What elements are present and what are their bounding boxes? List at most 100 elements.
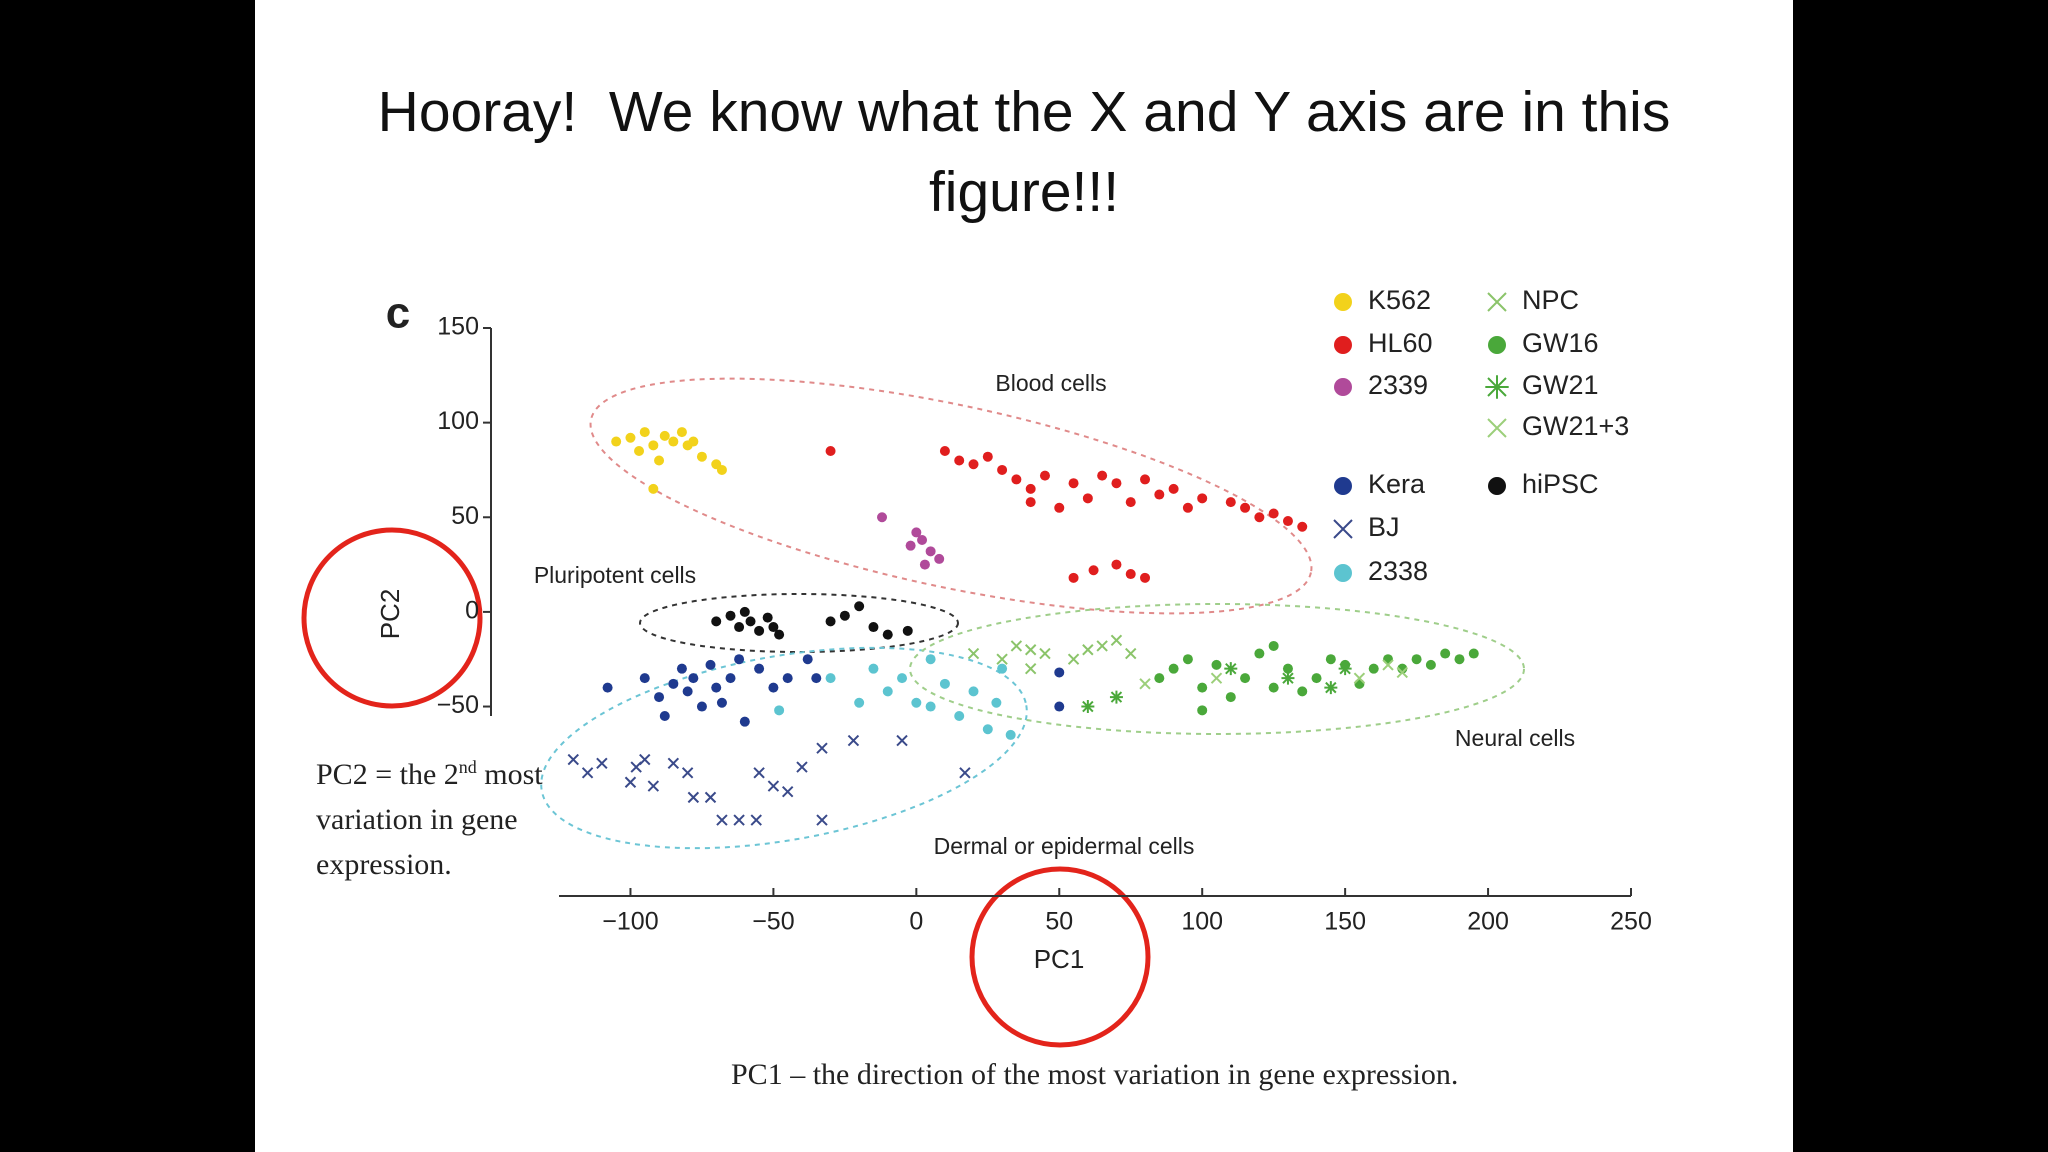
data-point: [1240, 502, 1251, 513]
data-point: [739, 716, 750, 727]
data-point: [648, 440, 659, 451]
data-point: [868, 663, 879, 674]
data-point: [1039, 647, 1051, 660]
data-point: [688, 673, 699, 684]
x-tick-label: 250: [1610, 908, 1652, 936]
x-tick-label: 100: [1181, 908, 1223, 936]
data-point: [905, 540, 916, 551]
legend-marker: [1488, 336, 1506, 354]
data-point: [1311, 673, 1322, 684]
data-point: [639, 753, 651, 766]
data-point: [1005, 729, 1016, 740]
data-point: [1425, 659, 1436, 670]
data-point: [596, 757, 608, 770]
slide: [255, 0, 1793, 1152]
data-point: [774, 629, 785, 640]
annotation: Pluripotent cells: [534, 562, 696, 588]
data-point: [668, 436, 679, 447]
data-point: [754, 625, 765, 636]
data-point: [1268, 508, 1279, 519]
data-point: [1197, 493, 1208, 504]
data-point: [696, 701, 707, 712]
data-point: [902, 625, 913, 636]
data-point: [982, 451, 993, 462]
data-point: [1197, 682, 1208, 693]
data-point: [1197, 705, 1208, 716]
data-point: [1097, 470, 1108, 481]
data-point: [634, 446, 645, 457]
data-point: [825, 616, 836, 627]
data-point: [1168, 483, 1179, 494]
data-point: [1254, 512, 1265, 523]
data-point: [625, 432, 636, 443]
y-tick-label: 150: [437, 313, 479, 341]
data-point: [1111, 559, 1122, 570]
data-point: [1268, 640, 1279, 651]
data-point: [967, 647, 980, 660]
data-point: [1010, 640, 1023, 652]
dermal-ellipse: [540, 646, 1028, 850]
data-point: [939, 446, 950, 457]
data-point: [654, 455, 665, 466]
y-tick-label: 50: [451, 502, 479, 530]
data-point: [716, 697, 727, 708]
legend-marker: [1333, 519, 1353, 539]
legend-label: GW21: [1522, 370, 1599, 400]
data-point: [1109, 690, 1123, 704]
annotation: Dermal or epidermal cells: [934, 833, 1195, 859]
legend-marker: [1334, 477, 1352, 495]
data-point: [1110, 634, 1123, 647]
data-point: [681, 767, 694, 779]
data-point: [1254, 648, 1265, 659]
legend-marker: [1334, 378, 1352, 396]
data-point: [1297, 686, 1308, 697]
data-point: [816, 814, 828, 826]
legend-label: NPC: [1522, 285, 1579, 315]
x-tick-label: 50: [1045, 908, 1073, 936]
data-point: [1225, 692, 1236, 703]
data-point: [654, 692, 665, 703]
data-point: [1353, 672, 1366, 684]
data-point: [1154, 673, 1165, 684]
data-point: [919, 559, 930, 570]
data-point: [1068, 478, 1079, 489]
data-point: [781, 785, 794, 798]
data-point: [991, 697, 1002, 708]
data-point: [877, 512, 888, 523]
data-point: [754, 663, 765, 674]
data-point: [897, 673, 908, 684]
data-point: [968, 459, 979, 470]
data-point: [954, 455, 965, 466]
legend-label: 2339: [1368, 370, 1428, 400]
slide-title: Hooray! We know what the X and Y axis ar…: [377, 80, 1687, 224]
data-point: [768, 622, 779, 633]
data-point: [581, 767, 594, 779]
data-point: [1125, 569, 1136, 580]
data-point: [739, 606, 750, 617]
note-text: PC2 = the 2: [316, 758, 459, 791]
data-point: [1281, 671, 1295, 685]
data-point: [1081, 700, 1095, 714]
data-point: [639, 673, 650, 684]
data-point: [954, 711, 965, 721]
legend-marker: [1487, 418, 1507, 438]
data-point: [1011, 474, 1022, 485]
data-point: [925, 654, 936, 665]
data-point: [1140, 572, 1151, 583]
legend-label: Kera: [1368, 469, 1426, 499]
data-point: [1224, 662, 1238, 676]
data-point: [854, 697, 865, 708]
data-point: [1125, 497, 1136, 508]
data-point: [1082, 493, 1093, 504]
data-point: [796, 761, 808, 773]
x-tick-label: 0: [909, 908, 923, 936]
data-point: [1088, 565, 1099, 576]
data-point: [1082, 644, 1094, 656]
data-point: [611, 436, 622, 447]
note-text: most variation in gene expression.: [316, 758, 543, 881]
legend-label: 2338: [1368, 556, 1428, 586]
legend-marker: [1334, 564, 1352, 582]
data-point: [854, 601, 865, 612]
data-point: [711, 682, 722, 693]
